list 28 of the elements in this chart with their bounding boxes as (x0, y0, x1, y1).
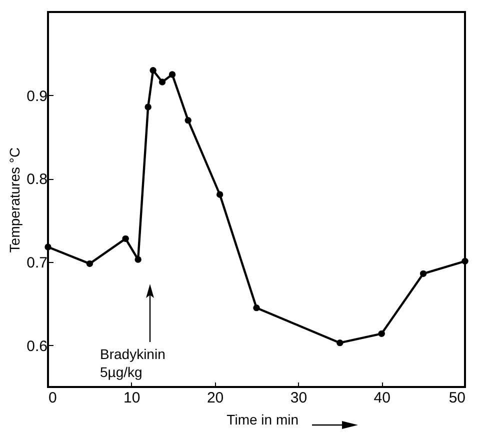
x-tick-label: 30 (290, 390, 308, 406)
point (44, 244, 52, 250)
y-tick-label: 0.9 (26, 88, 48, 105)
annotation: Bradykinin 5µg/kg (100, 345, 166, 381)
y-tick-label: 0.8 (26, 171, 48, 188)
point (378, 330, 385, 338)
point (420, 270, 427, 278)
point (158, 78, 166, 86)
y-tick-label: 0.6 (26, 338, 48, 355)
point (144, 104, 152, 110)
x-tick-label: 20 (206, 390, 224, 406)
point (168, 71, 176, 78)
x-tick-label: 50 (448, 390, 466, 406)
point (122, 235, 129, 242)
x-tick-label: 0 (48, 390, 57, 406)
x-tick-label: 40 (374, 390, 390, 406)
y-axis-title: Temperatures °C (6, 147, 23, 253)
x-axis-title: Time in min (226, 412, 298, 428)
y-tick-label: 0.7 (26, 254, 48, 272)
point (216, 191, 224, 198)
point (86, 260, 94, 268)
point (184, 116, 192, 124)
point (462, 258, 468, 265)
point (336, 339, 344, 346)
point (150, 66, 156, 74)
point (134, 256, 142, 263)
point (253, 304, 260, 312)
x-tick-label: 10 (124, 390, 140, 406)
